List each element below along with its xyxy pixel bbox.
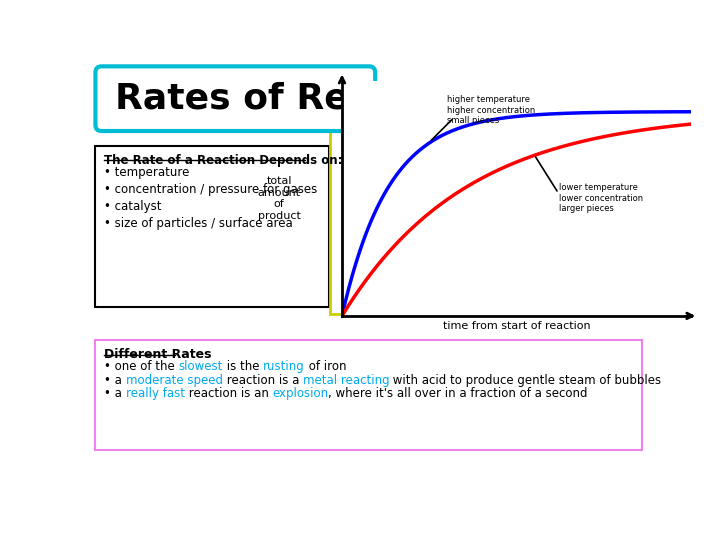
Text: of iron: of iron xyxy=(305,360,346,373)
FancyBboxPatch shape xyxy=(96,66,375,131)
Text: Rates of Reaction: Rates of Reaction xyxy=(114,82,474,116)
Text: • temperature: • temperature xyxy=(104,166,189,179)
Text: reaction is a: reaction is a xyxy=(222,374,302,387)
Text: , where it's all over in a fraction of a second: , where it's all over in a fraction of a… xyxy=(328,387,588,401)
Text: moderate speed: moderate speed xyxy=(125,374,222,387)
Text: The Rate of a Reaction Depends on:: The Rate of a Reaction Depends on: xyxy=(104,154,343,167)
Text: • a: • a xyxy=(104,387,125,401)
FancyBboxPatch shape xyxy=(94,146,329,307)
Text: Different Rates: Different Rates xyxy=(104,348,212,361)
X-axis label: time from start of reaction: time from start of reaction xyxy=(443,321,590,332)
Text: • one of the: • one of the xyxy=(104,360,179,373)
Text: slowest: slowest xyxy=(179,360,222,373)
Text: metal reacting: metal reacting xyxy=(302,374,390,387)
Text: really fast: really fast xyxy=(125,387,184,401)
Text: • size of particles / surface area: • size of particles / surface area xyxy=(104,217,293,230)
FancyBboxPatch shape xyxy=(330,119,642,314)
Text: rusting: rusting xyxy=(263,360,305,373)
Text: is the: is the xyxy=(222,360,263,373)
Text: with acid to produce gentle steam of bubbles: with acid to produce gentle steam of bub… xyxy=(390,374,662,387)
Text: explosion: explosion xyxy=(272,387,328,401)
Text: lower temperature
lower concentration
larger pieces: lower temperature lower concentration la… xyxy=(559,183,643,213)
Text: total
amount
of
product: total amount of product xyxy=(258,176,301,221)
Text: reaction is an: reaction is an xyxy=(184,387,272,401)
Text: higher temperature
higher concentration
small pieces: higher temperature higher concentration … xyxy=(446,95,535,125)
Text: • catalyst: • catalyst xyxy=(104,200,161,213)
Text: • a: • a xyxy=(104,374,125,387)
Text: • concentration / pressure for gases: • concentration / pressure for gases xyxy=(104,184,318,197)
FancyBboxPatch shape xyxy=(94,340,642,450)
